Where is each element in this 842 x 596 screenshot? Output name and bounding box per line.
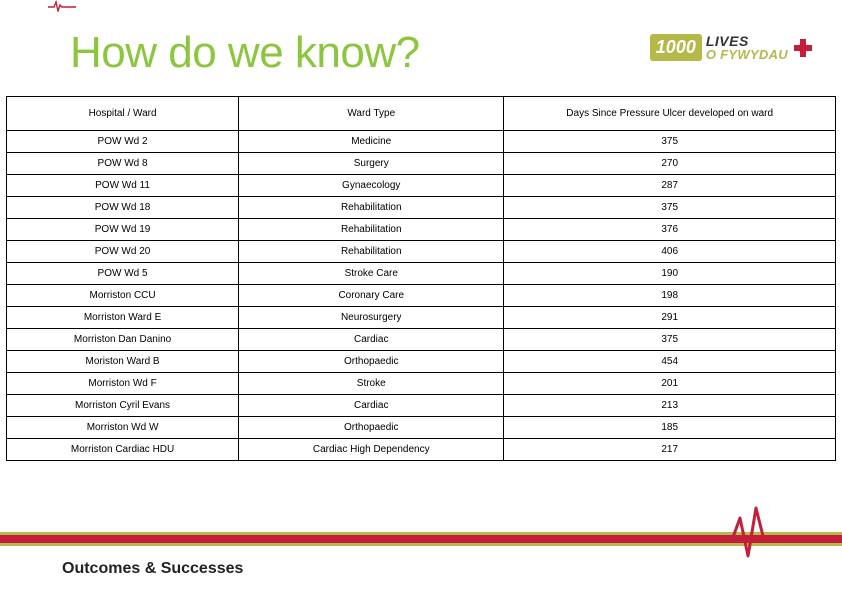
cell-wardtype: Medicine <box>239 131 504 153</box>
table-row: Morriston Wd FStroke201 <box>7 373 836 395</box>
table-row: POW Wd 5Stroke Care190 <box>7 263 836 285</box>
cell-wardtype: Rehabilitation <box>239 241 504 263</box>
cell-days: 376 <box>504 219 836 241</box>
cell-days: 198 <box>504 285 836 307</box>
table-row: Morriston Dan DaninoCardiac375 <box>7 329 836 351</box>
table-row: POW Wd 8Surgery270 <box>7 153 836 175</box>
ward-table: Hospital / Ward Ward Type Days Since Pre… <box>6 96 836 461</box>
table-row: Morriston Wd WOrthopaedic185 <box>7 417 836 439</box>
table-row: POW Wd 18Rehabilitation375 <box>7 197 836 219</box>
plus-icon <box>794 39 812 57</box>
cell-wardtype: Cardiac <box>239 329 504 351</box>
cell-days: 201 <box>504 373 836 395</box>
cell-hospital: Morriston CCU <box>7 285 239 307</box>
cell-days: 217 <box>504 439 836 461</box>
col-hospital: Hospital / Ward <box>7 97 239 131</box>
logo-number: 1000 <box>650 34 702 61</box>
cell-days: 375 <box>504 197 836 219</box>
cell-days: 185 <box>504 417 836 439</box>
cell-hospital: POW Wd 2 <box>7 131 239 153</box>
cell-hospital: Morriston Cardiac HDU <box>7 439 239 461</box>
header: How do we know? 1000 LIVES O FYWYDAU <box>0 0 842 88</box>
table-row: Morriston CCUCoronary Care198 <box>7 285 836 307</box>
cell-hospital: POW Wd 11 <box>7 175 239 197</box>
table-row: Morriston Ward ENeurosurgery291 <box>7 307 836 329</box>
footer-text: Outcomes & Successes <box>62 560 243 578</box>
table-row: POW Wd 20Rehabilitation406 <box>7 241 836 263</box>
table-row: Moriston Ward BOrthopaedic454 <box>7 351 836 373</box>
cell-hospital: Morriston Wd F <box>7 373 239 395</box>
cell-hospital: Morriston Wd W <box>7 417 239 439</box>
col-days: Days Since Pressure Ulcer developed on w… <box>504 97 836 131</box>
cell-hospital: POW Wd 8 <box>7 153 239 175</box>
cell-days: 375 <box>504 329 836 351</box>
cell-hospital: POW Wd 18 <box>7 197 239 219</box>
cell-wardtype: Neurosurgery <box>239 307 504 329</box>
cell-wardtype: Orthopaedic <box>239 417 504 439</box>
cell-hospital: Moriston Ward B <box>7 351 239 373</box>
brand-logo: 1000 LIVES O FYWYDAU <box>650 34 812 61</box>
cell-hospital: POW Wd 20 <box>7 241 239 263</box>
cell-wardtype: Surgery <box>239 153 504 175</box>
cell-days: 406 <box>504 241 836 263</box>
cell-hospital: POW Wd 19 <box>7 219 239 241</box>
heartbeat-icon <box>702 498 822 558</box>
logo-line2: O FYWYDAU <box>706 48 788 61</box>
cell-days: 190 <box>504 263 836 285</box>
table-row: Morriston Cardiac HDUCardiac High Depend… <box>7 439 836 461</box>
logo-text: LIVES O FYWYDAU <box>706 34 788 61</box>
cell-days: 213 <box>504 395 836 417</box>
cell-wardtype: Gynaecology <box>239 175 504 197</box>
cell-wardtype: Stroke <box>239 373 504 395</box>
cell-days: 375 <box>504 131 836 153</box>
cell-hospital: Morriston Dan Danino <box>7 329 239 351</box>
cell-hospital: POW Wd 5 <box>7 263 239 285</box>
table-row: POW Wd 2Medicine375 <box>7 131 836 153</box>
col-wardtype: Ward Type <box>239 97 504 131</box>
cell-wardtype: Cardiac High Dependency <box>239 439 504 461</box>
cell-wardtype: Coronary Care <box>239 285 504 307</box>
cell-days: 291 <box>504 307 836 329</box>
cell-wardtype: Rehabilitation <box>239 197 504 219</box>
cell-hospital: Morriston Ward E <box>7 307 239 329</box>
cell-days: 270 <box>504 153 836 175</box>
cell-days: 454 <box>504 351 836 373</box>
cell-wardtype: Cardiac <box>239 395 504 417</box>
logo-line1: LIVES <box>706 34 788 48</box>
table-row: Morriston Cyril EvansCardiac213 <box>7 395 836 417</box>
table-row: POW Wd 19Rehabilitation376 <box>7 219 836 241</box>
cell-hospital: Morriston Cyril Evans <box>7 395 239 417</box>
page-title: How do we know? <box>70 28 420 78</box>
cell-wardtype: Rehabilitation <box>239 219 504 241</box>
cell-wardtype: Stroke Care <box>239 263 504 285</box>
cell-days: 287 <box>504 175 836 197</box>
cell-wardtype: Orthopaedic <box>239 351 504 373</box>
table-header-row: Hospital / Ward Ward Type Days Since Pre… <box>7 97 836 131</box>
table-row: POW Wd 11Gynaecology287 <box>7 175 836 197</box>
